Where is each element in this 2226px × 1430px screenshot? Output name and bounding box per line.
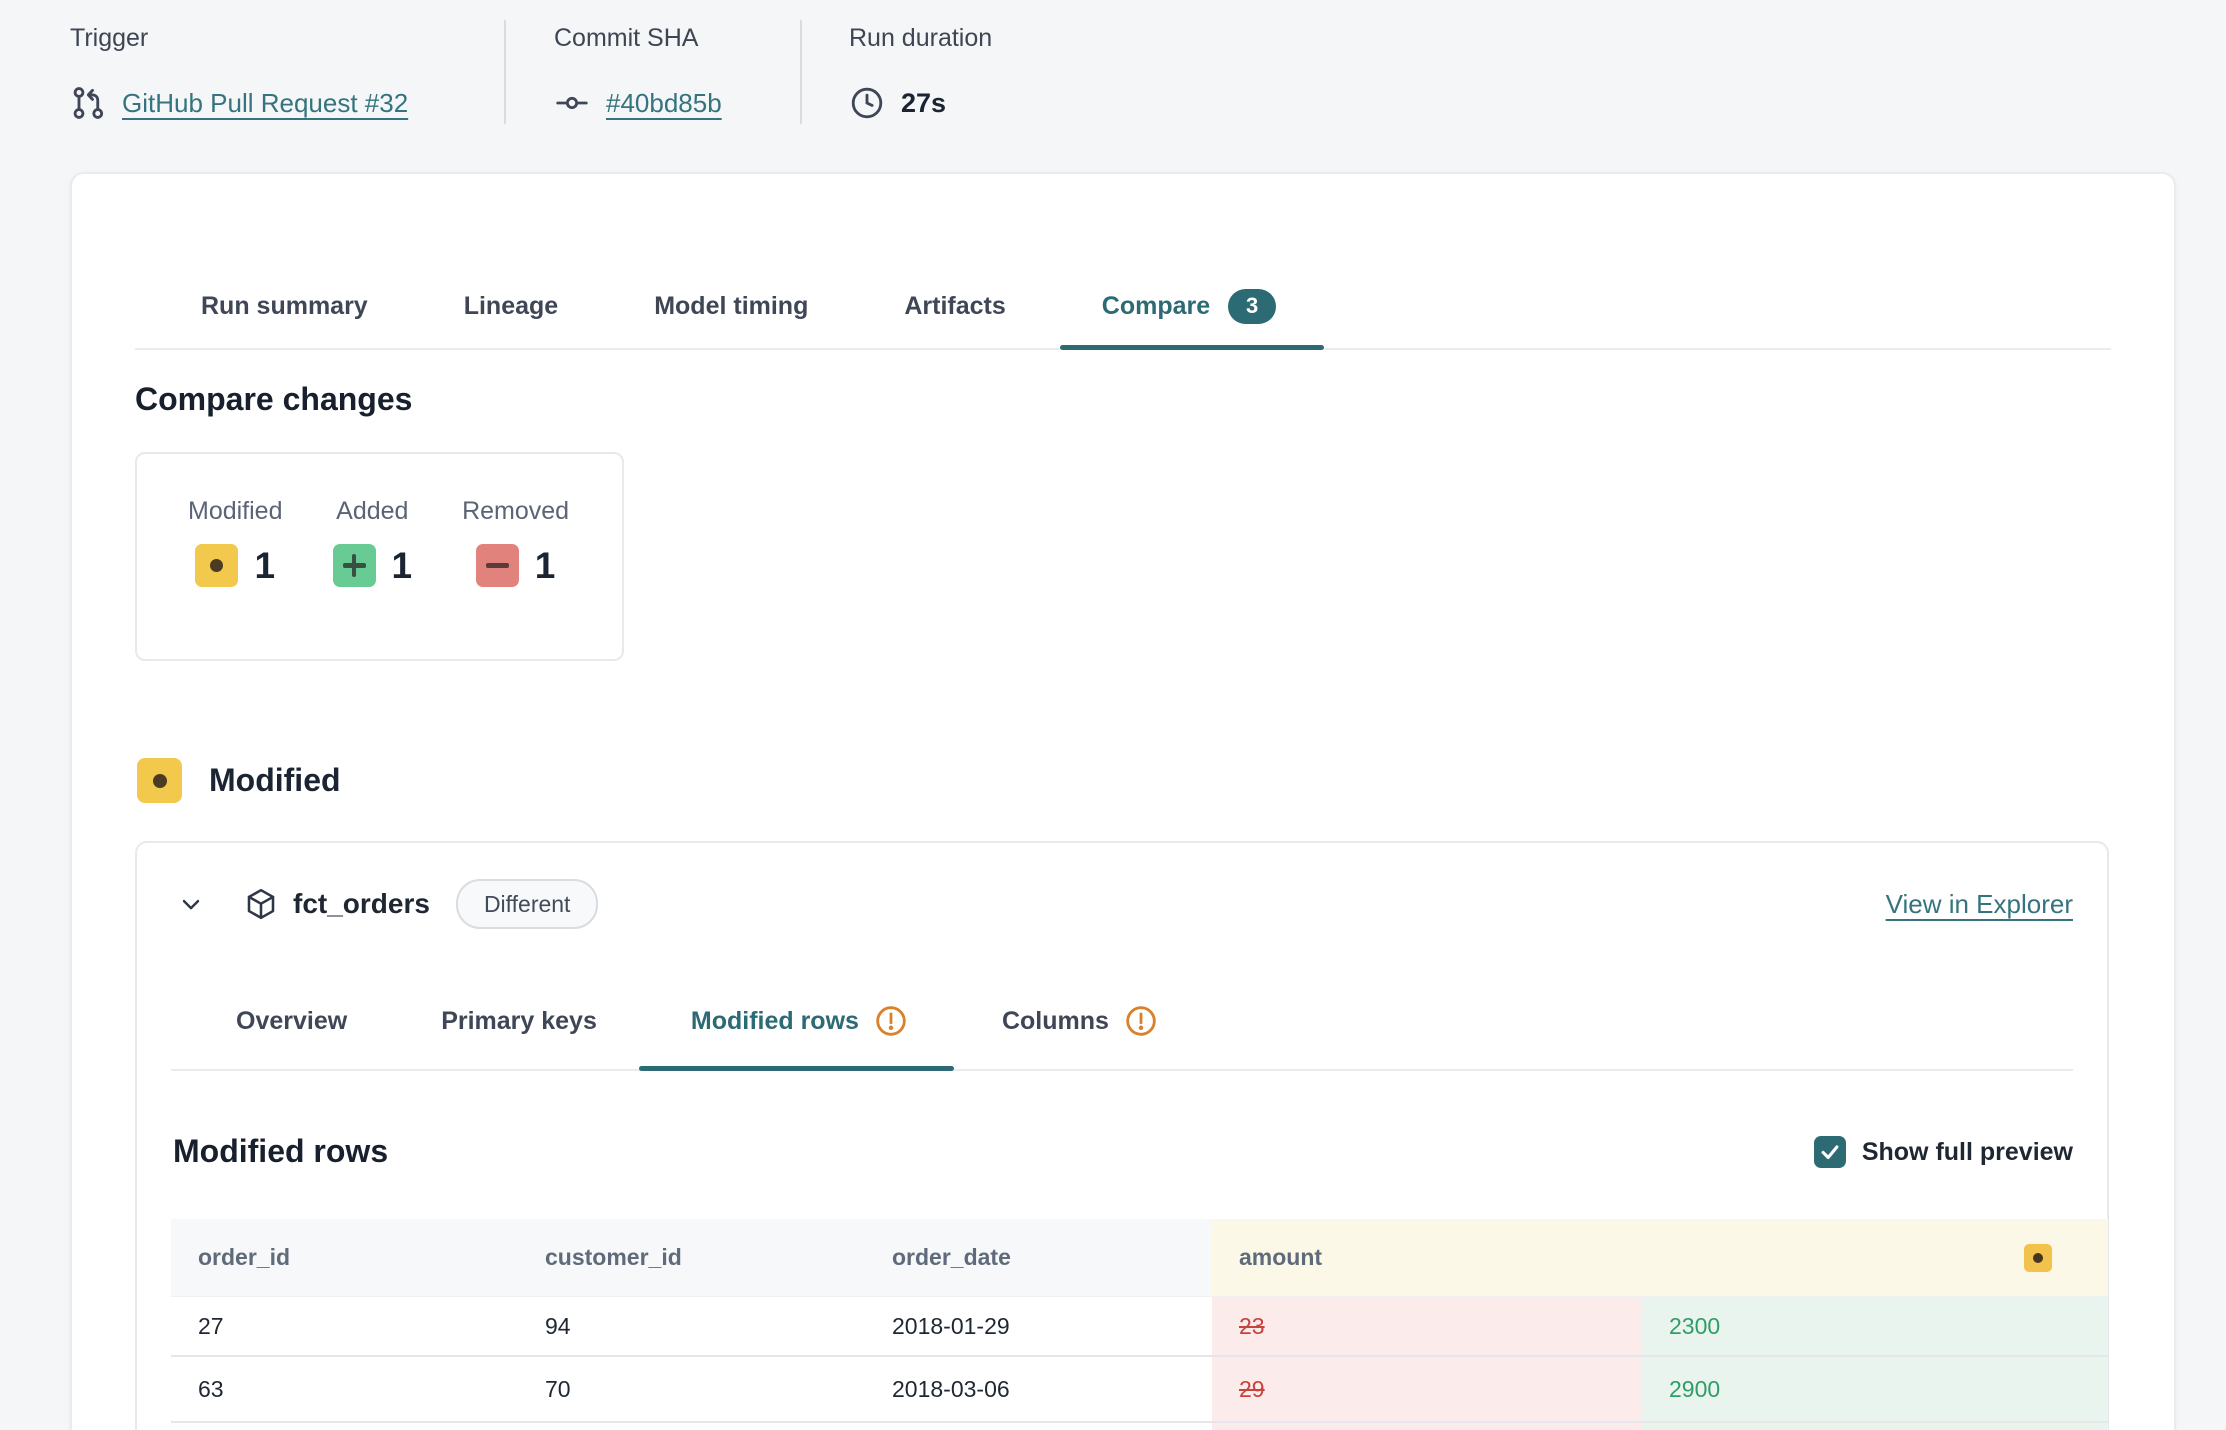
- table-row: 63 70 2018-03-06 29 2900: [171, 1355, 2108, 1421]
- removed-count: 1: [534, 544, 556, 586]
- tab-columns[interactable]: Columns: [1002, 973, 1158, 1069]
- compare-changes-title: Compare changes: [135, 381, 413, 417]
- cell-order-date: 2018-01-29: [865, 1297, 1212, 1355]
- model-card-header: fct_orders Different View in Explorer: [137, 843, 2107, 965]
- stat-removed: Removed 1: [462, 497, 570, 587]
- meta-divider: [504, 20, 506, 124]
- cell-order-id: 63: [171, 1357, 518, 1421]
- model-card-fct-orders: fct_orders Different View in Explorer Ov…: [135, 841, 2109, 1430]
- cell-customer-id: 70: [518, 1357, 865, 1421]
- tab-overview[interactable]: Overview: [236, 1006, 348, 1035]
- added-count: 1: [391, 544, 413, 586]
- cell-amount-old: 23: [1212, 1297, 1642, 1355]
- column-header: order_id: [171, 1219, 518, 1296]
- modified-column-badge-icon: [2024, 1243, 2052, 1272]
- show-full-preview-label: Show full preview: [1861, 1137, 2073, 1166]
- cell-amount-new: 2300: [1642, 1297, 2108, 1355]
- tab-artifacts[interactable]: Artifacts: [904, 291, 1006, 320]
- chevron-down-icon[interactable]: [177, 890, 205, 918]
- modified-rows-title: Modified rows: [173, 1133, 389, 1169]
- modified-rows-table: order_id customer_id order_date amount 2…: [171, 1219, 2108, 1430]
- trigger-link[interactable]: GitHub Pull Request #32: [122, 87, 409, 118]
- cell-amount-old: 29: [1212, 1357, 1642, 1421]
- tab-lineage[interactable]: Lineage: [463, 291, 559, 320]
- added-plus-icon: [332, 544, 376, 587]
- tab-compare[interactable]: Compare 3: [1059, 264, 1325, 350]
- stat-added: Added 1: [332, 497, 413, 587]
- tab-model-timing[interactable]: Model timing: [654, 291, 809, 320]
- modified-dot-icon: [195, 544, 239, 587]
- warning-icon: [874, 1004, 908, 1038]
- cell-customer-id: 94: [518, 1297, 865, 1355]
- stat-modified: Modified 1: [188, 497, 283, 587]
- commit-label: Commit SHA: [554, 24, 699, 52]
- table-row-partial: [171, 1421, 2108, 1430]
- cell-amount-new: 2900: [1642, 1357, 2108, 1421]
- duration-label: Run duration: [849, 24, 993, 52]
- show-full-preview-toggle[interactable]: Show full preview: [1813, 1136, 2073, 1168]
- compare-count-badge: 3: [1228, 288, 1277, 324]
- column-header: customer_id: [518, 1219, 865, 1296]
- duration-value: 27s: [901, 87, 947, 118]
- modified-dot-icon: [137, 758, 182, 803]
- run-meta-header: Trigger GitHub Pull Request #32 Commit S…: [0, 0, 2226, 160]
- run-detail-card: Run summary Lineage Model timing Artifac…: [70, 172, 2176, 1430]
- package-icon: [243, 886, 279, 922]
- tab-primary-keys[interactable]: Primary keys: [441, 1006, 597, 1035]
- compare-summary-card: Modified 1 Added 1 Removed: [135, 452, 624, 661]
- view-in-explorer-link[interactable]: View in Explorer: [1885, 888, 2073, 919]
- modified-count: 1: [254, 544, 276, 586]
- table-header-row: order_id customer_id order_date amount: [171, 1219, 2108, 1296]
- modified-section-title: Modified: [209, 762, 341, 798]
- modified-section-header: Modified: [137, 758, 341, 803]
- cell-order-date: 2018-03-06: [865, 1357, 1212, 1421]
- commit-icon: [554, 85, 590, 121]
- meta-divider: [800, 20, 802, 124]
- column-header: order_date: [865, 1219, 1212, 1296]
- run-tabs: Run summary Lineage Model timing Artifac…: [135, 264, 2111, 350]
- column-header-amount: amount: [1212, 1219, 2108, 1296]
- tab-run-summary[interactable]: Run summary: [201, 291, 368, 320]
- tab-modified-rows[interactable]: Modified rows: [638, 973, 955, 1071]
- cell-order-id: 27: [171, 1297, 518, 1355]
- model-status-badge: Different: [455, 879, 599, 929]
- trigger-label: Trigger: [70, 24, 149, 52]
- checkbox-checked[interactable]: [1813, 1136, 1846, 1168]
- warning-icon: [1124, 1004, 1158, 1038]
- model-name: fct_orders: [293, 888, 430, 919]
- meta-duration: Run duration 27s: [849, 24, 992, 127]
- table-row: 27 94 2018-01-29 23 2300: [171, 1296, 2108, 1355]
- removed-minus-icon: [475, 544, 519, 587]
- check-icon: [1821, 1145, 1839, 1160]
- pull-request-icon: [70, 85, 106, 121]
- meta-trigger: Trigger GitHub Pull Request #32: [70, 24, 408, 127]
- model-tabs: Overview Primary keys Modified rows Colu…: [171, 973, 2073, 1071]
- meta-commit: Commit SHA #40bd85b: [554, 24, 722, 127]
- clock-icon: [849, 85, 885, 121]
- commit-link[interactable]: #40bd85b: [606, 87, 722, 118]
